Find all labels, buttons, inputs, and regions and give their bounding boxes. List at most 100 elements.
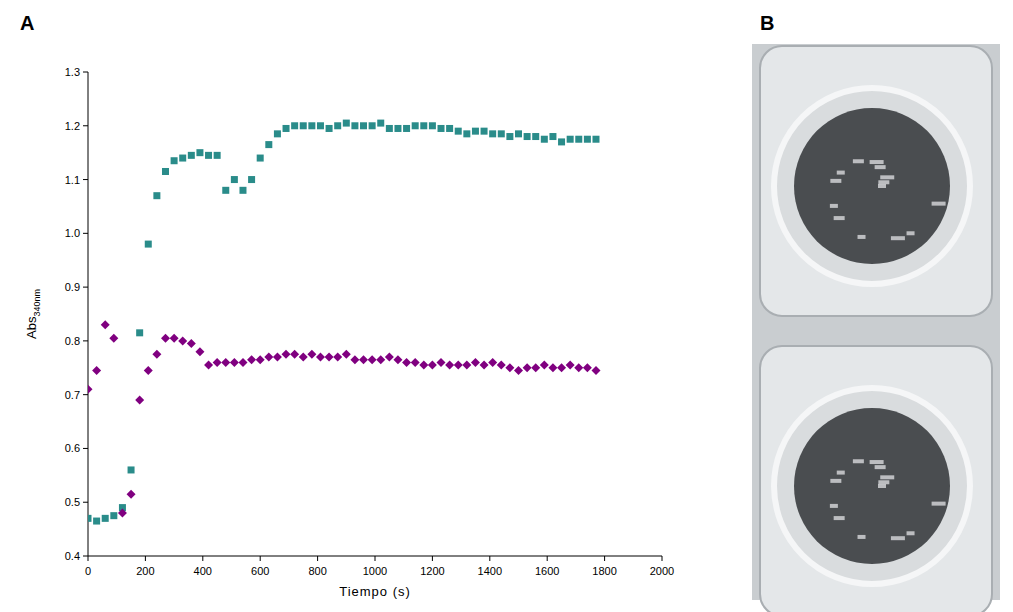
data-point bbox=[300, 122, 307, 129]
data-point bbox=[256, 355, 265, 364]
y-tick bbox=[83, 287, 88, 288]
data-point bbox=[110, 512, 117, 519]
y-tick-label: 0.8 bbox=[65, 335, 80, 347]
data-point bbox=[566, 361, 575, 370]
plot-marks bbox=[88, 120, 600, 525]
y-tick bbox=[83, 179, 88, 180]
x-tick-label: 1200 bbox=[420, 565, 444, 577]
data-point bbox=[592, 136, 599, 143]
data-point bbox=[446, 125, 453, 132]
data-point bbox=[351, 122, 358, 129]
precipitate-fleck bbox=[878, 480, 889, 484]
data-point bbox=[325, 353, 334, 362]
data-point bbox=[231, 176, 238, 183]
photo-background bbox=[752, 44, 1000, 600]
precipitate-fleck bbox=[853, 159, 864, 163]
data-point bbox=[170, 334, 179, 343]
data-point bbox=[429, 122, 436, 129]
data-point bbox=[238, 358, 247, 367]
data-point bbox=[412, 122, 419, 129]
data-point bbox=[428, 361, 437, 370]
data-point bbox=[171, 157, 178, 164]
data-point bbox=[222, 187, 229, 194]
precipitate-fleck bbox=[932, 202, 946, 206]
precipitate-fleck bbox=[907, 231, 915, 235]
x-tick bbox=[489, 556, 490, 561]
data-point bbox=[92, 366, 101, 375]
precipitate-fleck bbox=[830, 179, 841, 183]
data-point bbox=[524, 133, 531, 140]
y-axis-title-sub: 340nm bbox=[32, 289, 42, 317]
y-tick bbox=[83, 72, 88, 73]
data-point bbox=[489, 130, 496, 137]
x-axis-title: Tiempo (s) bbox=[339, 584, 411, 599]
precipitate-fleck bbox=[834, 216, 845, 220]
y-tick-label: 1.1 bbox=[65, 174, 80, 186]
precipitate-fleck bbox=[932, 502, 946, 506]
panel-letter: B bbox=[760, 12, 774, 34]
data-point bbox=[567, 136, 574, 143]
data-point bbox=[162, 168, 169, 175]
data-point bbox=[257, 155, 264, 162]
precipitate-fleck bbox=[834, 516, 845, 520]
data-point bbox=[334, 122, 341, 129]
data-point bbox=[109, 334, 118, 343]
data-point bbox=[102, 515, 109, 522]
data-point bbox=[393, 355, 402, 364]
x-tick bbox=[662, 556, 663, 561]
data-point bbox=[135, 396, 144, 405]
data-point bbox=[88, 515, 92, 522]
data-point bbox=[419, 361, 428, 370]
x-tick bbox=[375, 556, 376, 561]
data-point bbox=[505, 363, 514, 372]
data-point bbox=[574, 363, 583, 372]
x-tick bbox=[317, 556, 318, 561]
data-point bbox=[317, 122, 324, 129]
data-point bbox=[101, 320, 110, 329]
well-content bbox=[794, 408, 950, 564]
data-point bbox=[480, 361, 489, 370]
data-point bbox=[196, 149, 203, 156]
precipitate-fleck bbox=[853, 459, 864, 463]
y-tick-label: 0.9 bbox=[65, 281, 80, 293]
data-point bbox=[333, 353, 342, 362]
x-tick-label: 600 bbox=[251, 565, 269, 577]
y-tick bbox=[83, 125, 88, 126]
x-tick-label: 1600 bbox=[535, 565, 559, 577]
data-point bbox=[515, 130, 522, 137]
data-point bbox=[445, 361, 454, 370]
data-point bbox=[549, 133, 556, 140]
data-point bbox=[488, 358, 497, 367]
data-point bbox=[394, 125, 401, 132]
precipitate-fleck bbox=[878, 484, 886, 488]
data-point bbox=[497, 361, 506, 370]
data-point bbox=[532, 133, 539, 140]
precipitate-fleck bbox=[878, 180, 889, 184]
data-point bbox=[342, 350, 351, 359]
precipitate-fleck bbox=[870, 460, 884, 464]
data-point bbox=[307, 350, 316, 359]
precipitate-fleck bbox=[830, 204, 838, 208]
data-point bbox=[326, 125, 333, 132]
well-rim bbox=[774, 388, 970, 584]
well-frame bbox=[760, 346, 992, 612]
data-point bbox=[93, 518, 100, 525]
precipitate-fleck bbox=[837, 171, 845, 175]
precipitate-fleck bbox=[858, 535, 866, 539]
data-point bbox=[204, 361, 213, 370]
data-point bbox=[316, 353, 325, 362]
data-point bbox=[265, 141, 272, 148]
data-point bbox=[283, 125, 290, 132]
x-tick bbox=[260, 556, 261, 561]
data-point bbox=[438, 125, 445, 132]
well-rim bbox=[774, 88, 970, 284]
data-point bbox=[360, 122, 367, 129]
data-point bbox=[282, 350, 291, 359]
data-point bbox=[88, 385, 93, 394]
data-point bbox=[437, 358, 446, 367]
figure: AB02004006008001000120014001600180020000… bbox=[0, 0, 1013, 612]
y-tick-label: 1.2 bbox=[65, 120, 80, 132]
data-point bbox=[308, 122, 315, 129]
y-axis bbox=[88, 72, 89, 556]
y-tick bbox=[83, 233, 88, 234]
